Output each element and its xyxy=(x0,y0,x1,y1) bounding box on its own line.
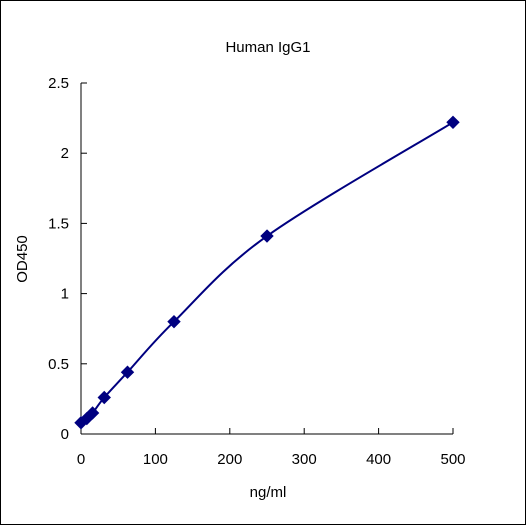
data-point xyxy=(446,115,460,130)
chart-title: Human IgG1 xyxy=(225,39,310,56)
data-point xyxy=(167,314,181,329)
y-tick-label: 1 xyxy=(61,286,69,303)
x-tick-label: 300 xyxy=(292,451,317,468)
y-ticks: 0 0.5 1 1.5 2 2.5 xyxy=(48,75,87,443)
y-tick-label: 2.5 xyxy=(48,75,69,92)
series-layer xyxy=(74,115,460,430)
x-ticks: 0 100 200 300 400 500 xyxy=(77,428,466,468)
data-point xyxy=(120,365,135,379)
data-point xyxy=(97,390,111,405)
x-tick-label: 500 xyxy=(440,451,465,468)
y-axis-label: OD450 xyxy=(14,235,31,283)
y-tick-label: 2 xyxy=(61,145,69,162)
x-tick-label: 400 xyxy=(366,451,391,468)
y-tick-label: 1.5 xyxy=(48,215,69,232)
data-point xyxy=(85,406,100,420)
series-line xyxy=(80,121,454,424)
x-tick-label: 200 xyxy=(217,451,242,468)
x-tick-label: 0 xyxy=(77,451,85,468)
data-point xyxy=(260,229,274,243)
y-tick-label: 0 xyxy=(61,426,69,443)
x-axis-label: ng/ml xyxy=(250,484,287,501)
axes xyxy=(80,83,453,435)
y-tick-label: 0.5 xyxy=(48,356,69,373)
x-tick-label: 100 xyxy=(143,451,168,468)
